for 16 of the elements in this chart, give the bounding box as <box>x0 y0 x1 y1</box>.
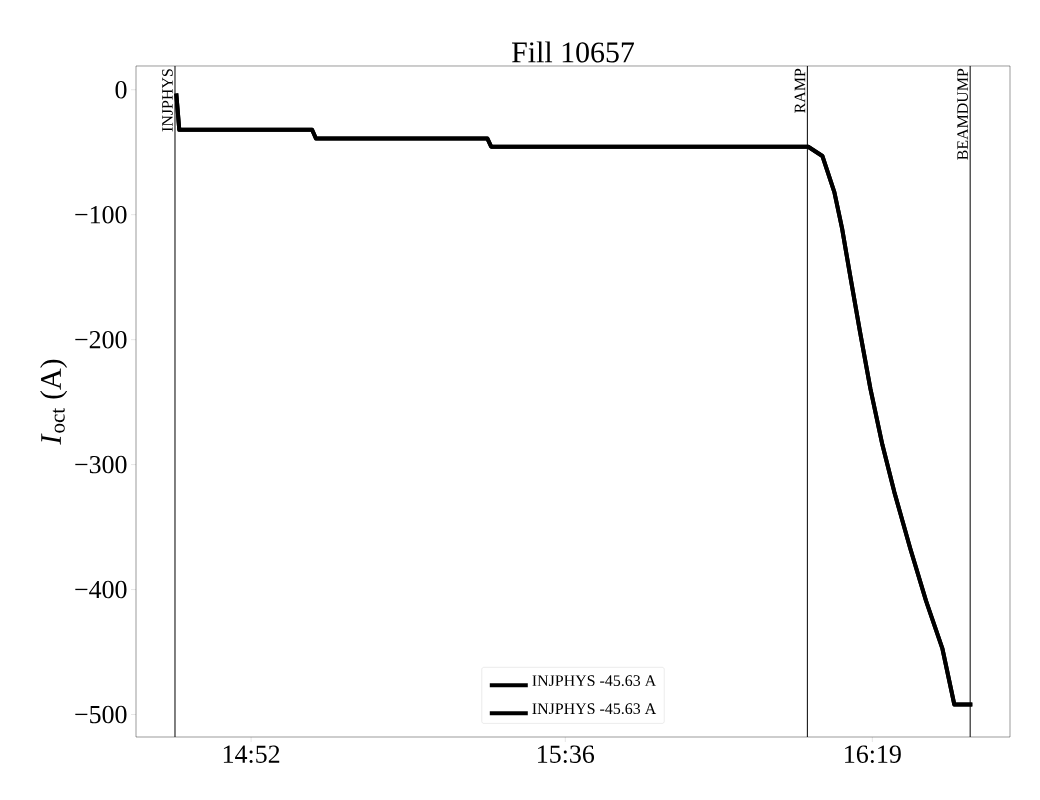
y-tick-label: −200 <box>75 330 127 349</box>
y-tick-label: −400 <box>75 580 127 599</box>
x-tick-label: 14:52 <box>223 745 280 764</box>
y-tick-label: −100 <box>75 205 127 224</box>
legend-label: INJPHYS -45.63 A <box>532 675 657 687</box>
legend-label: INJPHYS -45.63 A <box>532 703 657 715</box>
y-axis-title: I$_{oct}$ (A) <box>40 359 68 445</box>
ref-line-label: RAMP <box>794 68 806 113</box>
ref-line-label: BEAMDUMP <box>957 68 968 160</box>
y-tick-label: −500 <box>75 705 127 724</box>
x-tick-label: 16:19 <box>845 745 901 764</box>
chart-title: Fill 10657 <box>512 41 634 63</box>
x-tick-label: 15:36 <box>538 745 595 764</box>
ref-line-label: INJPHYS <box>162 69 173 132</box>
y-tick-label: 0 <box>115 80 127 99</box>
y-tick-label: −300 <box>75 455 127 474</box>
